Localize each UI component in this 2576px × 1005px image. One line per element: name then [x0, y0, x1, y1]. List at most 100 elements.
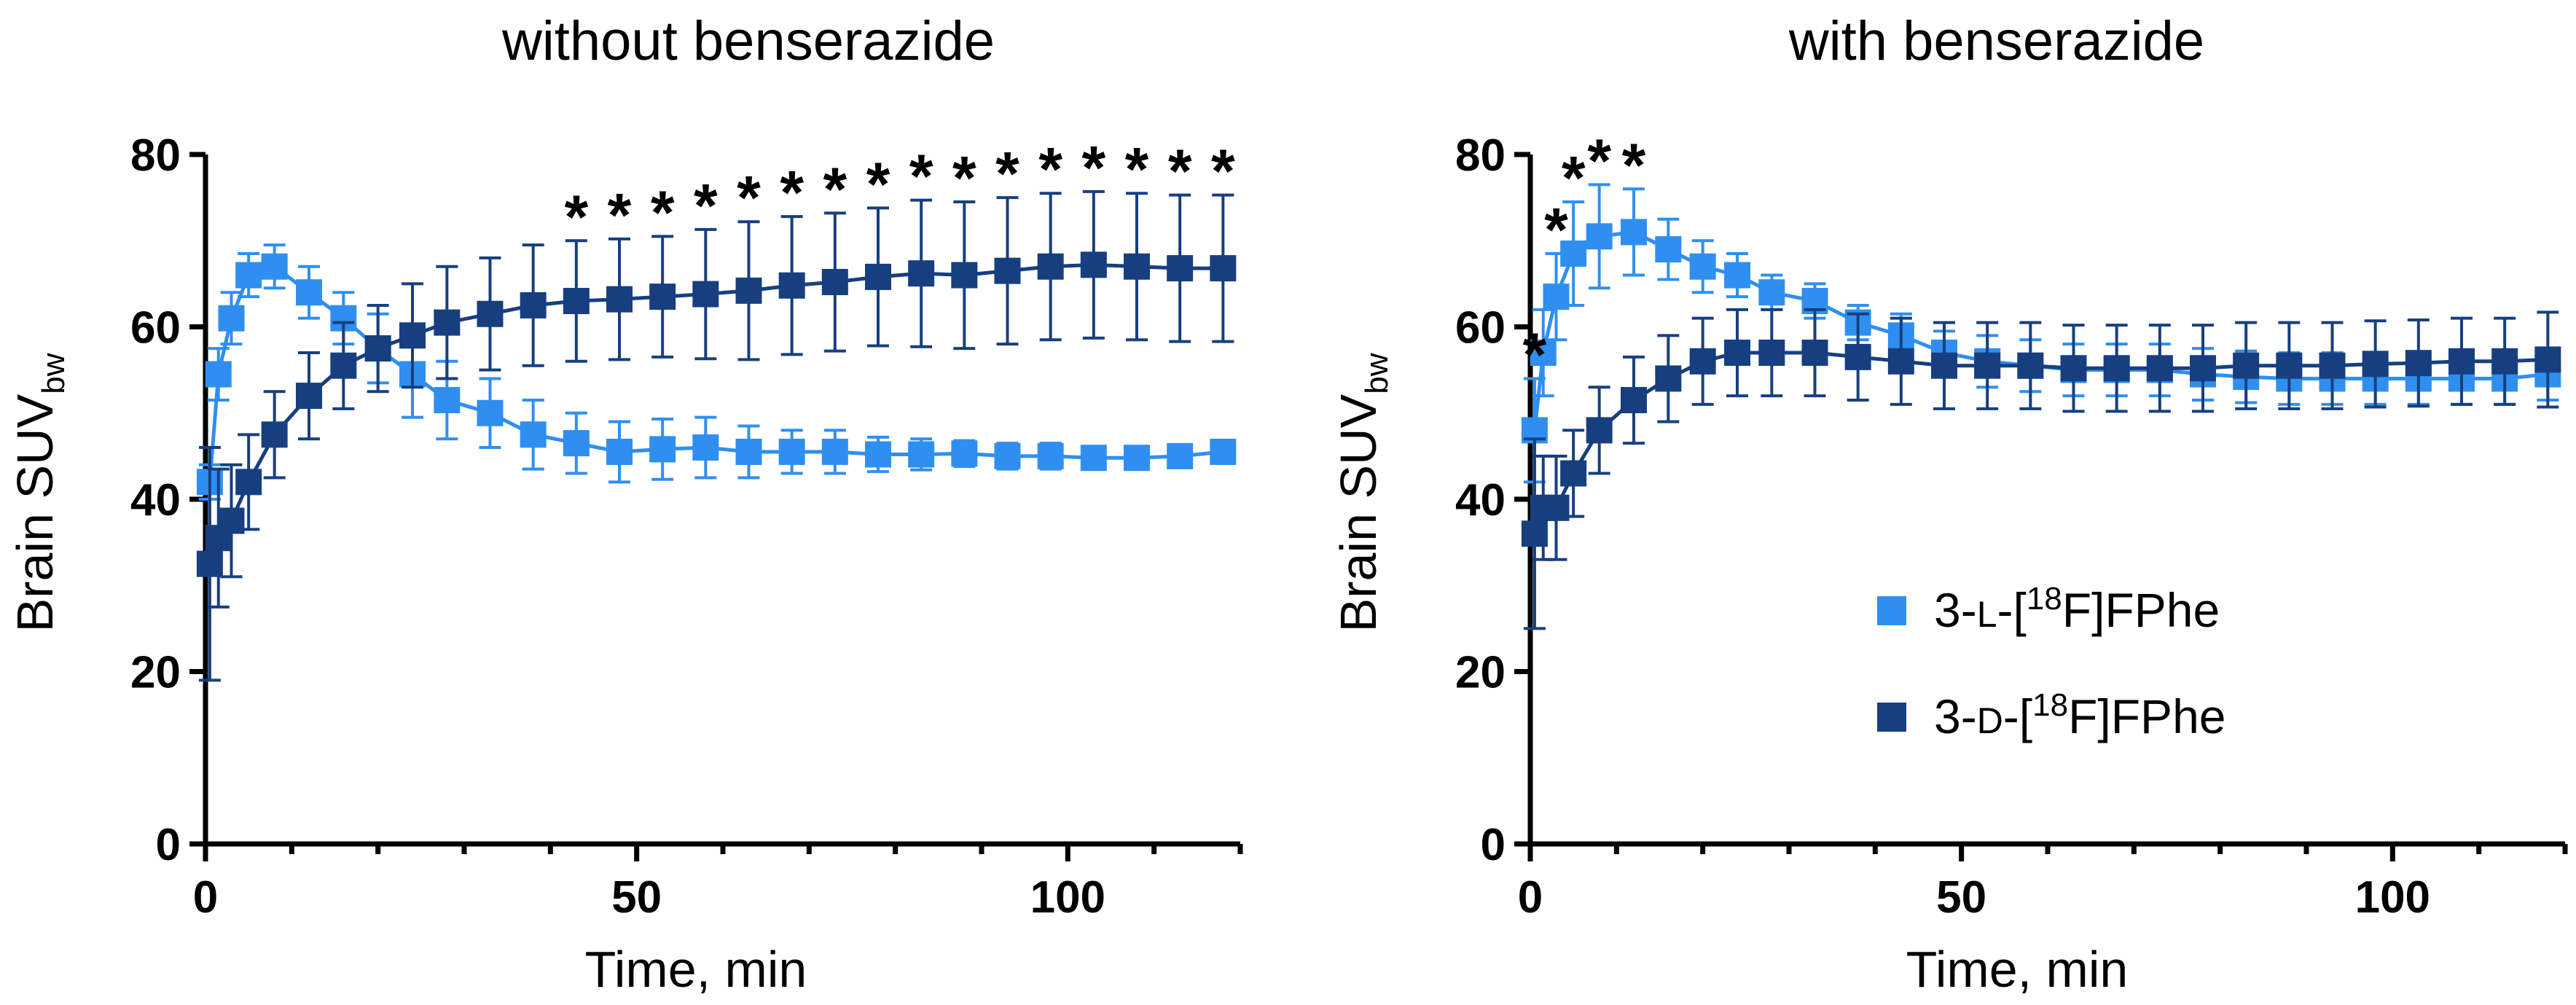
data-point [1655, 236, 1682, 263]
data-point [821, 438, 848, 465]
data-point [1689, 253, 1716, 280]
data-point [1560, 460, 1587, 487]
legend-marker-d-fphe [1877, 703, 1906, 732]
data-point [1080, 445, 1107, 472]
chart-panel-left: without benserazide Brain SUVbw Time, mi… [7, 10, 1243, 998]
data-point [235, 262, 262, 289]
data-point [1124, 445, 1150, 472]
data-point [649, 436, 676, 463]
significance-star: * [608, 181, 632, 249]
data-point [399, 322, 426, 349]
significance-star: * [1544, 195, 1568, 264]
data-point [477, 399, 504, 426]
data-point [1931, 352, 1957, 379]
data-point [994, 442, 1021, 469]
y-axis-title-left: Brain SUVbw [7, 353, 71, 632]
y-axis-title-left-main: Brain SUV [7, 394, 63, 632]
significance-star: * [823, 155, 847, 223]
series-d-fphe-right [1521, 308, 2561, 630]
data-point [1037, 253, 1064, 280]
data-point [1560, 240, 1587, 267]
data-point [1530, 339, 1557, 366]
y-axis-title-right-main: Brain SUV [1330, 394, 1387, 632]
significance-star: * [866, 149, 890, 218]
y-tick-label: 80 [130, 130, 181, 181]
data-point [606, 286, 633, 313]
data-point [735, 438, 762, 465]
svg-text:Brain SUVbw: Brain SUVbw [1330, 353, 1395, 632]
data-point [735, 277, 762, 304]
data-point [821, 269, 848, 296]
y-tick-label: 20 [1455, 648, 1506, 698]
data-point [1689, 348, 1716, 375]
significance-star: * [909, 142, 933, 211]
data-point [1724, 339, 1750, 366]
y-tick-label: 60 [1455, 303, 1506, 353]
data-point [2319, 352, 2346, 379]
series-line [208, 264, 1224, 482]
data-point [2233, 352, 2260, 379]
data-point [205, 361, 232, 388]
data-point [434, 309, 461, 336]
data-point [1758, 279, 1785, 306]
series-d-fphe-left [196, 189, 1237, 682]
data-point [477, 300, 504, 327]
data-point [2491, 348, 2518, 375]
data-point [1586, 417, 1613, 444]
data-point [2534, 346, 2561, 373]
data-point [1621, 219, 1647, 246]
data-point [1655, 365, 1682, 392]
data-point [1844, 343, 1871, 370]
data-point [563, 288, 590, 315]
data-point [434, 387, 461, 414]
chart-title-right: with benserazide [1788, 10, 2204, 72]
y-tick-label: 60 [130, 303, 181, 353]
x-axis-title-right: Time, min [1906, 941, 2129, 998]
x-tick-label: 100 [1030, 872, 1105, 923]
series-l-fphe-left [196, 243, 1237, 501]
data-point [520, 292, 547, 318]
data-point [2146, 355, 2173, 382]
x-tick-label: 100 [2355, 872, 2430, 923]
data-point [1758, 339, 1785, 366]
data-point [1586, 223, 1613, 250]
data-point [951, 440, 978, 467]
data-point [1124, 253, 1150, 280]
data-point [296, 383, 322, 410]
significance-star: * [995, 139, 1019, 208]
significance-star: * [1125, 135, 1149, 203]
significance-star: * [1211, 137, 1235, 206]
y-tick-label: 20 [130, 648, 181, 698]
significance-star: * [952, 144, 976, 212]
data-point [1080, 251, 1107, 278]
data-point [692, 281, 719, 308]
data-point [1521, 520, 1548, 547]
data-point [563, 430, 590, 457]
data-point [865, 441, 891, 468]
data-point [261, 253, 288, 280]
significance-star: * [1562, 144, 1586, 212]
data-point [1887, 348, 1914, 375]
data-point [2405, 350, 2432, 377]
significance-star: * [1587, 126, 1611, 195]
significance-star: * [694, 171, 718, 240]
y-axis-title-right: Brain SUVbw [1330, 353, 1395, 632]
significance-star: * [780, 158, 804, 227]
data-point [330, 352, 357, 379]
y-tick-label: 40 [1455, 475, 1506, 525]
data-point [2448, 348, 2475, 375]
svg-text:Brain SUVbw: Brain SUVbw [7, 353, 71, 632]
data-point [778, 438, 805, 465]
y-tick-label: 0 [1481, 820, 1506, 870]
chart-panel-right: with benserazide Brain SUVbw Time, min 0… [1330, 10, 2568, 998]
data-point [2276, 352, 2303, 379]
legend-item-l-fphe: 3-L-[18F]FPhe [1877, 581, 2220, 637]
data-point [908, 441, 935, 468]
plot-area-left: 0 20 40 60 80 0 50 100 * * * * * * * * * * * * * * * * [130, 130, 1243, 923]
significance-star: * [1523, 320, 1547, 388]
data-point [1543, 283, 1570, 310]
x-tick-label: 0 [193, 872, 218, 923]
significance-star: * [1622, 130, 1646, 199]
